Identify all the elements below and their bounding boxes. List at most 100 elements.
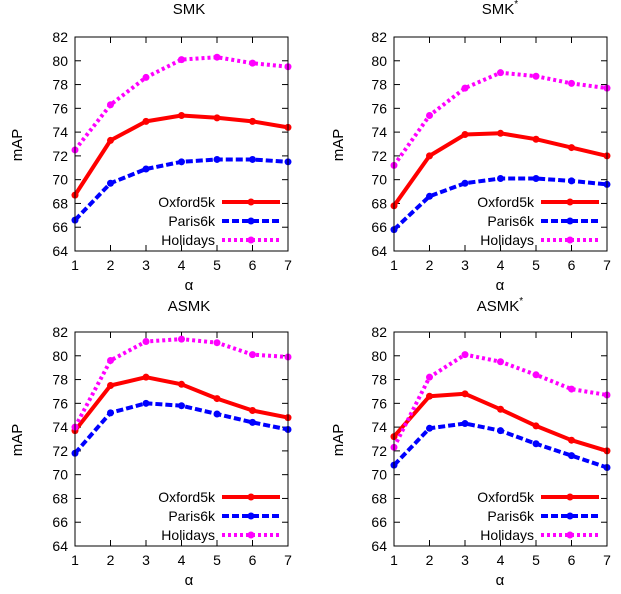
data-point-holidays [497,69,504,77]
legend-label: Holidays [480,527,534,543]
chart-panel-4: ASMK* 64 66 68 70 72 74 76 78 80 82 1 2 3 4 5 6 7 α mAP Oxfo… [330,296,611,589]
data-point-oxford5k [461,130,469,138]
data-point-oxford5k [568,144,575,152]
x-tick-label: 1 [390,552,398,568]
data-point-paris6k [213,410,221,418]
data-point-paris6k [142,165,150,173]
data-point-holidays [532,72,540,80]
y-tick-label: 78 [52,77,68,93]
legend-marker [247,236,255,244]
chart-panel-2: SMK* 64 66 68 70 72 74 76 78 80 82 1 2 3 4 5 6 7 α mAP Oxfor… [330,0,611,294]
data-point-holidays [532,371,540,379]
y-tick-label: 74 [52,124,68,140]
data-point-paris6k [249,418,256,426]
data-point-oxford5k [426,152,433,160]
y-tick-label: 82 [371,29,387,45]
data-point-paris6k [497,427,504,435]
y-tick-label: 72 [371,443,387,459]
y-tick-label: 64 [371,538,387,554]
data-point-holidays [142,73,150,81]
x-tick-label: 7 [603,552,611,568]
series-line-holidays [392,70,608,167]
data-point-oxford5k [568,436,575,444]
y-tick-label: 82 [52,29,68,45]
y-tick-label: 78 [52,372,68,388]
y-tick-label: 78 [371,372,387,388]
data-point-paris6k [497,174,504,182]
legend-marker [566,217,574,225]
y-tick-label: 66 [52,514,68,530]
x-axis-label: α [185,277,194,294]
data-point-holidays [497,358,504,366]
data-point-oxford5k [426,392,433,400]
legend-marker [247,512,255,520]
y-tick-label: 66 [52,219,68,235]
legend-marker [247,217,255,225]
legend-label: Paris6k [168,508,216,524]
data-point-paris6k [249,155,256,163]
data-point-paris6k [532,440,540,448]
y-tick-label: 82 [52,324,68,340]
legend-marker [247,531,255,539]
y-tick-label: 66 [371,219,387,235]
x-tick-label: 6 [249,552,257,568]
y-tick-label: 76 [52,395,68,411]
plot-frame [74,36,289,252]
legend-marker [566,236,574,244]
legend-marker [566,531,574,539]
y-tick-label: 80 [52,53,68,69]
y-tick-label: 76 [371,395,387,411]
chart-panel-1: SMK 64 66 68 70 72 74 76 78 80 82 1 2 3 4 5 6 7 α mAP Oxford… [9,1,292,294]
legend-label: Oxford5k [158,489,216,505]
data-point-holidays [461,351,469,359]
data-point-holidays [426,373,433,381]
y-tick-label: 74 [52,419,68,435]
series-line-oxford5k [392,391,608,453]
data-point-oxford5k [142,117,150,125]
data-point-oxford5k [178,111,185,119]
y-tick-label: 80 [371,53,387,69]
data-point-holidays [107,357,114,365]
x-tick-label: 2 [426,552,434,568]
data-point-paris6k [532,174,540,182]
legend-label: Holidays [161,232,215,248]
y-tick-label: 64 [52,538,68,554]
x-tick-label: 3 [142,257,150,273]
y-tick-label: 72 [52,443,68,459]
series-line-paris6k [73,157,289,222]
data-point-paris6k [178,158,185,166]
y-tick-label: 68 [371,195,387,211]
legend-label: Paris6k [487,213,535,229]
data-point-paris6k [178,402,185,410]
data-point-oxford5k [497,405,504,413]
chart-title: SMK* [482,0,519,18]
y-axis-label: mAP [330,129,347,162]
data-point-holidays [568,385,575,393]
x-tick-label: 6 [249,257,257,273]
y-tick-label: 68 [52,490,68,506]
y-tick-label: 66 [371,514,387,530]
data-point-holidays [178,335,185,343]
x-tick-label: 5 [213,552,221,568]
data-point-paris6k [107,179,114,187]
data-point-holidays [249,59,256,67]
data-point-paris6k [213,155,221,163]
x-tick-label: 4 [178,257,186,273]
x-tick-label: 4 [497,257,505,273]
y-tick-label: 70 [371,172,387,188]
data-point-holidays [426,111,433,119]
y-tick-label: 76 [371,100,387,116]
y-tick-label: 64 [371,243,387,259]
plot-frame [393,36,608,252]
y-tick-label: 70 [371,467,387,483]
y-tick-label: 70 [52,467,68,483]
x-tick-label: 6 [568,257,576,273]
x-tick-label: 5 [532,552,540,568]
x-tick-label: 7 [284,552,292,568]
y-tick-label: 80 [371,348,387,364]
data-point-holidays [249,351,256,359]
x-tick-label: 1 [390,257,398,273]
data-point-oxford5k [213,395,221,403]
x-tick-label: 4 [497,552,505,568]
data-point-oxford5k [461,390,469,398]
